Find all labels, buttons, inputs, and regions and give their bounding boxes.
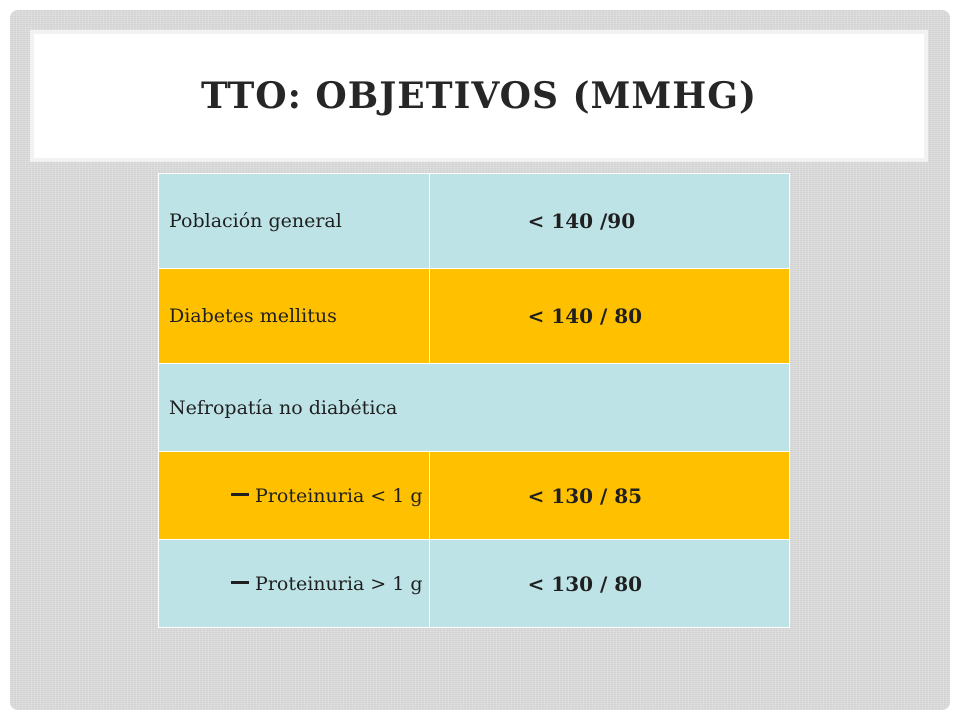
table-row: Proteinuria < 1 g < 130 / 85 (158, 451, 791, 540)
dash-bullet-icon (231, 493, 250, 496)
row-label-proteinuria-lt-1g: Proteinuria < 1 g (255, 484, 423, 507)
row-label-diabetes: Diabetes mellitus (158, 268, 430, 364)
row-label-nephropathy: Nefropatía no diabética (158, 363, 790, 452)
blood-pressure-goals-table: Población general < 140 /90 Diabetes mel… (158, 173, 791, 628)
row-value-proteinuria-gt-1g: < 130 / 80 (428, 539, 791, 628)
row-label-proteinuria-gt-1g: Proteinuria > 1 g (255, 572, 423, 595)
dash-bullet-icon (231, 581, 250, 584)
table-row: Población general < 140 /90 (158, 173, 791, 269)
row-label-general-population: Población general (158, 173, 430, 269)
row-value-proteinuria-lt-1g: < 130 / 85 (428, 451, 791, 540)
row-sublabel-cell: Proteinuria < 1 g (158, 451, 430, 540)
row-value-general-population: < 140 /90 (428, 173, 791, 269)
table-row: Nefropatía no diabética (158, 363, 790, 452)
row-value-diabetes: < 140 / 80 (428, 268, 791, 364)
slide-title: TTO: OBJETIVOS (MMHG) (200, 75, 758, 117)
table-row: Diabetes mellitus < 140 / 80 (158, 268, 791, 364)
row-sublabel-cell: Proteinuria > 1 g (158, 539, 430, 628)
title-box: TTO: OBJETIVOS (MMHG) (30, 30, 928, 162)
table-row: Proteinuria > 1 g < 130 / 80 (158, 539, 791, 628)
